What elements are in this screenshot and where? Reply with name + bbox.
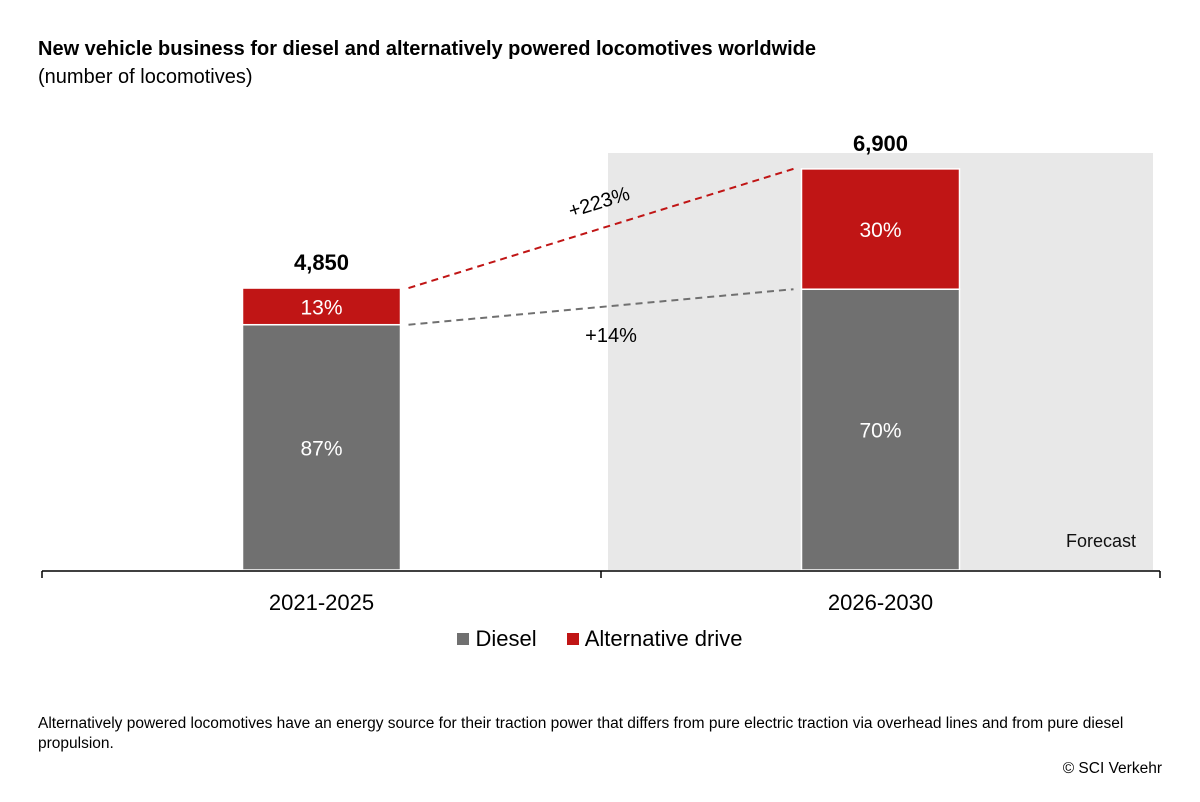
legend-item-alternative-drive: Alternative drive (566, 626, 743, 652)
footnote: Alternatively powered locomotives have a… (38, 715, 1124, 752)
total-label: 6,900 (853, 131, 908, 156)
bar-segment-alternative-drive (800, 168, 961, 290)
stacked-bar-chart: Forecast 87% 13% 4,850 2021-2025 70% 30% 6,900 2… (41, 131, 1161, 610)
growth-label: +14% (585, 325, 637, 347)
segment-label-diesel: 87% (300, 437, 342, 460)
segment-label-diesel: 70% (859, 420, 901, 443)
segment-label-alternative-drive: 30% (859, 219, 901, 242)
segment-label-alternative-drive: 13% (300, 296, 342, 319)
category-label: 2021-2025 (269, 590, 374, 610)
total-label: 4,850 (294, 250, 349, 275)
copyright: © SCI Verkehr (1062, 760, 1162, 777)
growth-connector (408, 288, 794, 326)
legend-label-alternative-drive: Alternative drive (584, 626, 743, 651)
legend-swatch-alternative-drive (566, 633, 579, 645)
forecast-label: Forecast (1066, 531, 1136, 551)
legend-label-diesel: Diesel (475, 626, 537, 651)
chart-subtitle: (number of locomotives) (38, 66, 253, 88)
legend-item-diesel: Diesel (457, 626, 537, 652)
category-label: 2026-2030 (828, 590, 933, 610)
bar-segment-alternative-drive (241, 287, 402, 326)
bar-segment-diesel (800, 288, 961, 571)
chart-title: New vehicle business for diesel and alte… (38, 38, 817, 60)
legend: Diesel Alternative drive (0, 625, 1200, 652)
legend-swatch-diesel (457, 633, 470, 645)
